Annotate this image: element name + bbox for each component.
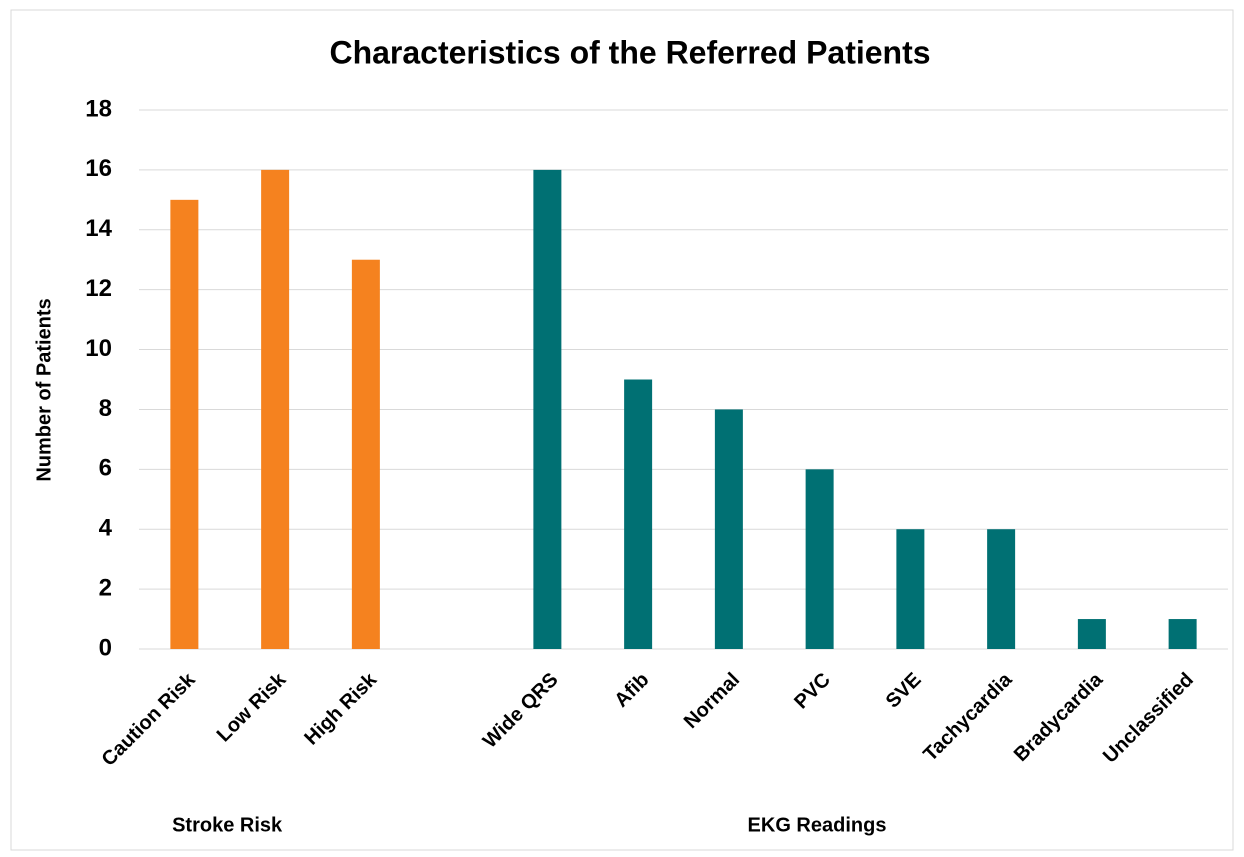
bar [533, 169, 562, 649]
y-tick-label: 0 [99, 634, 112, 661]
bar [987, 529, 1016, 649]
y-tick-label: 12 [85, 275, 112, 302]
y-tick-label: 8 [99, 395, 112, 422]
chart-border [10, 9, 1234, 851]
chart-title: Characteristics of the Referred Patients [329, 34, 930, 70]
bar [170, 199, 199, 650]
y-tick-label: 16 [85, 155, 112, 182]
bar [624, 379, 653, 649]
y-tick-label: 2 [99, 574, 112, 601]
bar [805, 469, 834, 649]
y-tick-label: 6 [99, 455, 112, 482]
bar [714, 409, 743, 649]
y-tick-label: 18 [85, 95, 112, 122]
group-label: Stroke Risk [172, 814, 283, 836]
y-tick-label: 4 [99, 515, 113, 542]
y-axis-label: Number of Patients [33, 298, 55, 481]
bar [1077, 619, 1106, 649]
y-tick-label: 14 [85, 215, 112, 242]
y-tick-label: 10 [85, 335, 112, 362]
group-label: EKG Readings [748, 814, 887, 836]
bar [261, 169, 290, 649]
bar [351, 259, 380, 649]
bar [1168, 619, 1197, 649]
bar [896, 529, 925, 649]
